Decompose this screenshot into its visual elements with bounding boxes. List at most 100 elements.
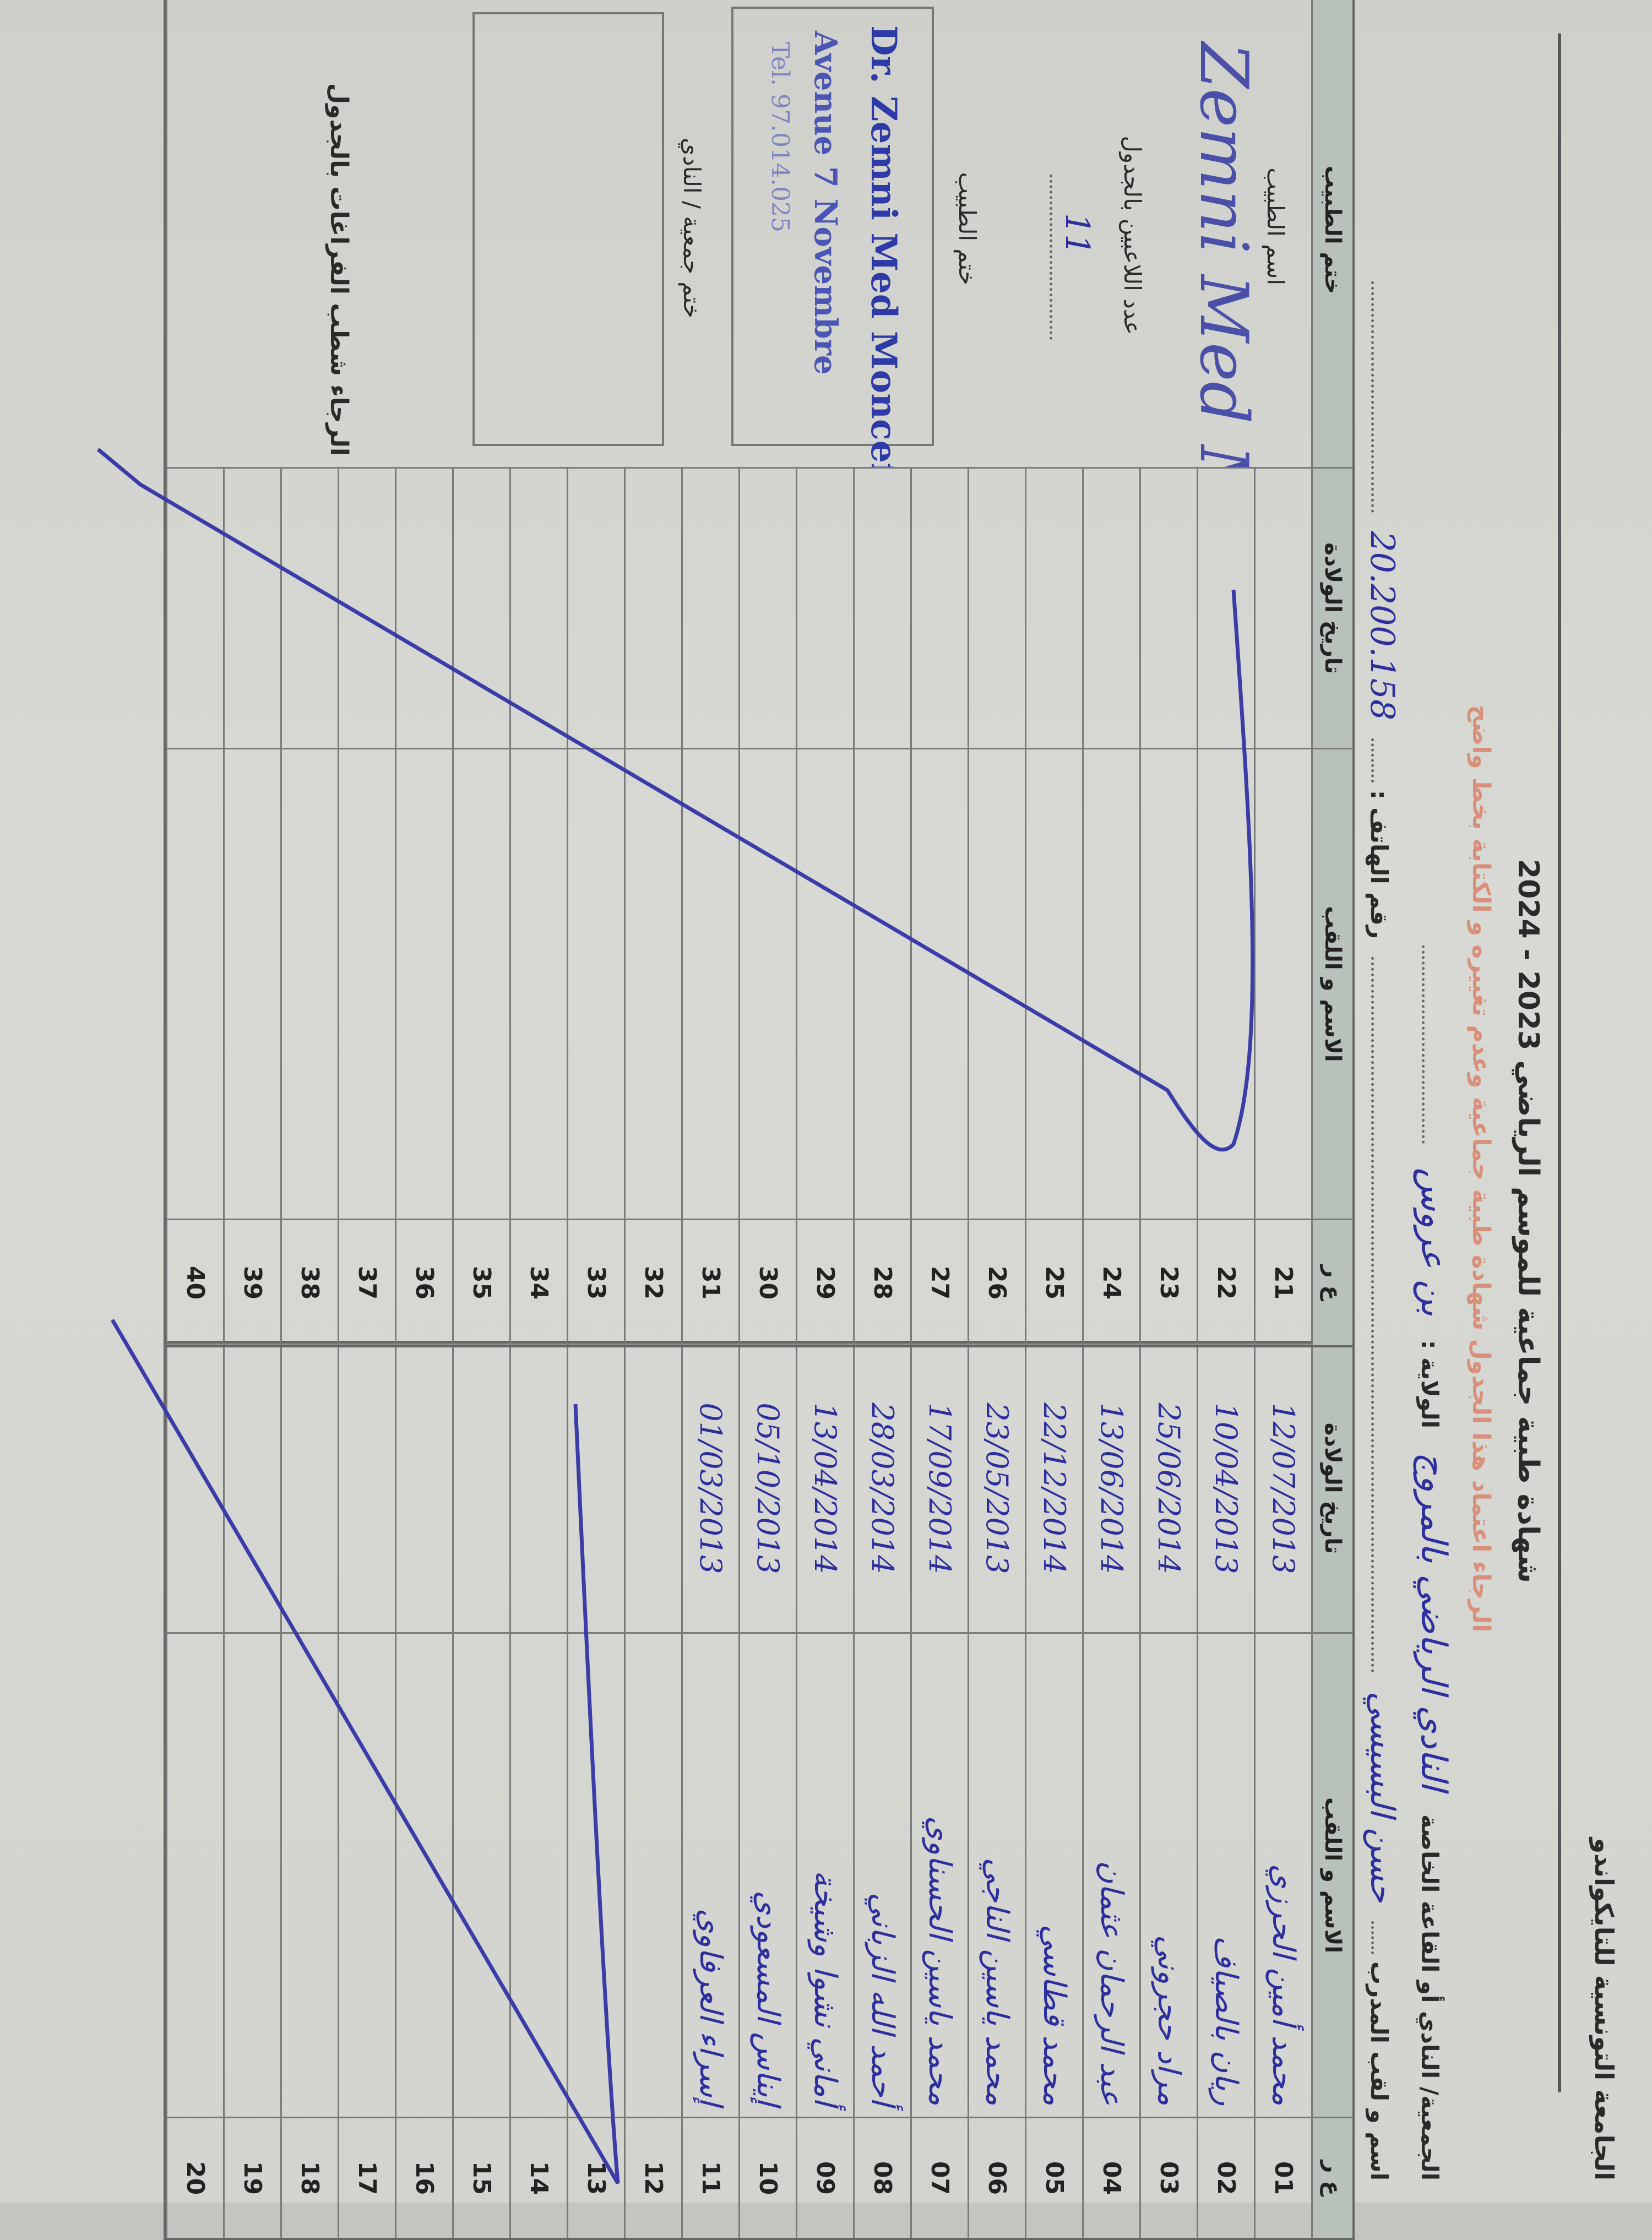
birth-date-cell[interactable]	[166, 1343, 223, 1632]
birth-date-cell[interactable]	[1197, 467, 1254, 748]
player-name-cell[interactable]	[338, 748, 395, 1219]
birth-date-cell[interactable]	[338, 1343, 395, 1632]
state-value[interactable]: بن عروس	[1413, 1167, 1454, 1317]
player-name-cell[interactable]: مراد حجروني	[1139, 1632, 1197, 2117]
header-divider	[1558, 33, 1561, 2092]
col-header-name: الاسم و اللقب	[1311, 748, 1352, 1219]
player-name-cell[interactable]: أماني نشوا وشيخة	[796, 1632, 853, 2117]
player-name-cell[interactable]	[223, 748, 280, 1219]
player-name-cell[interactable]	[681, 748, 738, 1219]
doctor-stamp-label: ختم الطبيب	[954, 172, 981, 285]
birth-date-cell[interactable]	[1254, 467, 1311, 748]
birth-date-cell[interactable]	[452, 467, 509, 748]
birth-date-cell[interactable]	[624, 467, 681, 748]
player-name-cell[interactable]	[452, 1632, 509, 2117]
birth-date-cell[interactable]	[567, 467, 624, 748]
player-name-cell[interactable]	[1082, 748, 1139, 1219]
row-number: 26	[968, 1219, 1025, 1345]
birth-date-cell[interactable]: 01/03/2013	[681, 1343, 738, 1632]
birth-date-cell[interactable]	[1082, 467, 1139, 748]
birth-date-cell[interactable]	[567, 1343, 624, 1632]
birth-date-cell[interactable]	[910, 467, 968, 748]
birth-date-cell[interactable]	[452, 1343, 509, 1632]
count-dotted-line	[1050, 175, 1052, 340]
player-name-cell[interactable]	[166, 1632, 223, 2117]
birth-date-cell[interactable]: 25/06/2014	[1139, 1343, 1197, 1632]
player-name-cell[interactable]: عبد الرحمان عثمان	[1082, 1632, 1139, 2117]
birth-date-cell[interactable]	[1139, 467, 1197, 748]
birth-date-cell[interactable]: 23/05/2013	[968, 1343, 1025, 1632]
player-name-cell[interactable]	[624, 1632, 681, 2117]
player-name-cell[interactable]	[796, 748, 853, 1219]
birth-date-cell[interactable]	[1025, 467, 1082, 748]
player-name-cell[interactable]	[280, 1632, 338, 2117]
player-name-cell[interactable]	[280, 748, 338, 1219]
birth-date-cell[interactable]	[738, 467, 796, 748]
birth-date-cell[interactable]: 05/10/2013	[738, 1343, 796, 1632]
player-name-cell[interactable]	[1254, 748, 1311, 1219]
player-name-cell[interactable]: أحمد الله الزباني	[853, 1632, 910, 2117]
row-number: 32	[624, 1219, 681, 1345]
club-value[interactable]: النادي الرياضي بالمروج	[1413, 1452, 1454, 1791]
birth-date-cell[interactable]	[395, 467, 452, 748]
birth-date-cell[interactable]: 10/04/2013	[1197, 1343, 1254, 1632]
stamp-line-phone: Tel. 97.014.025	[766, 42, 794, 232]
player-name-cell[interactable]: محمد قطاسي	[1025, 1632, 1082, 2117]
player-name-cell[interactable]: ريان بالصياف	[1197, 1632, 1254, 2117]
birth-date-cell[interactable]	[223, 467, 280, 748]
doctor-section: اسم الطبيب Zemni Med Moncef عدد اللاعبين…	[166, 0, 1311, 467]
birth-date-cell[interactable]	[681, 467, 738, 748]
row-number: 05	[1025, 2117, 1082, 2238]
player-name-cell[interactable]	[338, 1632, 395, 2117]
player-name-cell[interactable]	[853, 748, 910, 1219]
birth-date-cell[interactable]: 12/07/2013	[1254, 1343, 1311, 1632]
player-name-cell[interactable]	[166, 748, 223, 1219]
birth-date-cell[interactable]: 28/03/2014	[853, 1343, 910, 1632]
player-name-cell[interactable]	[1197, 748, 1254, 1219]
coach-value[interactable]: حسن البسيسي	[1363, 1691, 1401, 1903]
federation-name: الجامعة التونسية للتايكواندو	[1589, 1837, 1619, 2181]
player-name-cell[interactable]	[509, 1632, 567, 2117]
birth-date-cell[interactable]: 22/12/2014	[1025, 1343, 1082, 1632]
stamp-line-address: Avenue 7 Novembre	[807, 31, 844, 375]
row-number: 20	[166, 2117, 223, 2238]
player-name-cell[interactable]: إسراء العرفاوي	[681, 1632, 738, 2117]
birth-date-cell[interactable]	[395, 1343, 452, 1632]
birth-date-cell[interactable]: 17/09/2014	[910, 1343, 968, 1632]
player-name-cell[interactable]	[395, 748, 452, 1219]
player-name-cell[interactable]: محمد ياسين الناجي	[968, 1632, 1025, 2117]
birth-date-cell[interactable]: 13/04/2014	[796, 1343, 853, 1632]
birth-date-cell[interactable]	[223, 1343, 280, 1632]
birth-date-cell[interactable]	[796, 467, 853, 748]
birth-date-cell[interactable]	[166, 467, 223, 748]
birth-date-cell[interactable]	[509, 467, 567, 748]
birth-date-cell[interactable]	[853, 467, 910, 748]
player-name-cell[interactable]	[395, 1632, 452, 2117]
player-name-cell[interactable]	[509, 748, 567, 1219]
birth-date-cell[interactable]	[280, 1343, 338, 1632]
birth-date-cell[interactable]	[624, 1343, 681, 1632]
player-name-cell[interactable]	[624, 748, 681, 1219]
player-name-cell[interactable]	[223, 1632, 280, 2117]
birth-date-cell[interactable]	[280, 467, 338, 748]
row-number: 28	[853, 1219, 910, 1345]
birth-date-cell[interactable]	[338, 467, 395, 748]
player-name-cell[interactable]	[567, 1632, 624, 2117]
player-name-cell[interactable]: محمد أمين الحرزي	[1254, 1632, 1311, 2117]
player-name-cell[interactable]: إيناس المسعودي	[738, 1632, 796, 2117]
row-number: 14	[509, 2117, 567, 2238]
player-count-value[interactable]: 11	[1058, 213, 1096, 255]
player-name-cell[interactable]	[968, 748, 1025, 1219]
birth-date-cell[interactable]	[968, 467, 1025, 748]
phone-value[interactable]: 20.200.158	[1363, 531, 1401, 721]
birth-date-cell[interactable]: 13/06/2014	[1082, 1343, 1139, 1632]
player-name-cell[interactable]: محمد ياسين الحسناوي	[910, 1632, 968, 2117]
player-name-cell[interactable]	[738, 748, 796, 1219]
player-name-cell[interactable]	[1139, 748, 1197, 1219]
player-name-cell[interactable]	[1025, 748, 1082, 1219]
row-number: 39	[223, 1219, 280, 1345]
player-name-cell[interactable]	[567, 748, 624, 1219]
birth-date-cell[interactable]	[509, 1343, 567, 1632]
player-name-cell[interactable]	[910, 748, 968, 1219]
player-name-cell[interactable]	[452, 748, 509, 1219]
